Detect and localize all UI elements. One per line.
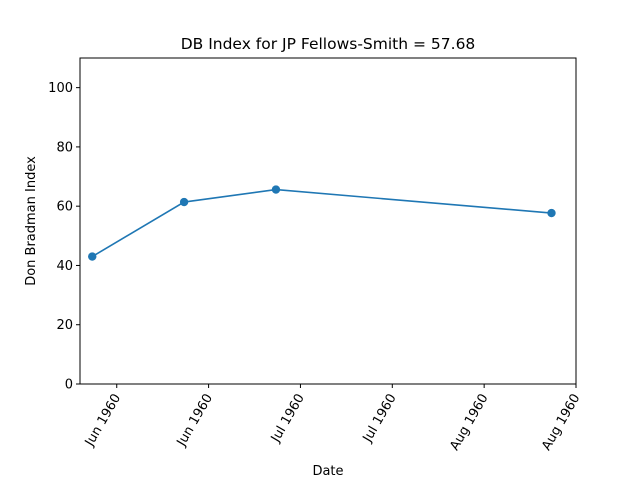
- x-axis-label: Date: [312, 464, 343, 479]
- data-point-3: [547, 208, 556, 218]
- series-layer: [88, 185, 556, 261]
- data-point-0: [88, 252, 97, 261]
- y-tick-label-5: 100: [48, 81, 73, 96]
- y-axis: 0 20 40 60 80 100: [48, 81, 80, 393]
- y-tick-label-4: 80: [56, 140, 73, 155]
- plot-frame: [79, 57, 577, 385]
- chart-title: DB Index for JP Fellows-Smith = 57.68: [181, 35, 476, 53]
- y-tick-label-0: 0: [65, 378, 73, 393]
- data-point-1: [179, 197, 189, 207]
- y-tick-label-3: 60: [56, 200, 73, 215]
- y-tick-label-1: 20: [56, 318, 73, 333]
- data-point-2: [271, 185, 281, 194]
- series-line-0: [91, 188, 552, 258]
- y-axis-label: Don Bradman Index: [24, 156, 39, 286]
- y-tick-label-2: 40: [56, 259, 73, 274]
